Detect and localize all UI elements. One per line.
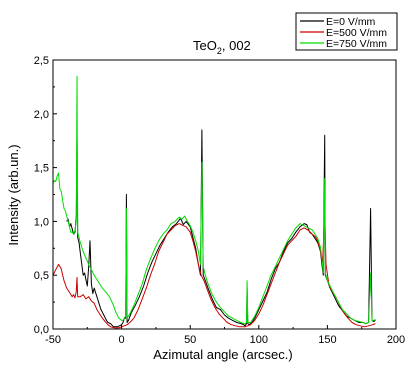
y-tick-label: 0,0 [34,324,49,336]
y-tick-label: 0,5 [34,270,49,282]
series-line-1 [52,212,376,329]
y-tick-label: 1,5 [34,163,49,175]
x-tick-label: 50 [184,334,196,346]
x-tick-label: 0 [119,334,125,346]
chart-title-subscript: 2 [217,46,222,56]
series-line-0 [66,129,376,328]
legend-label-2: E=750 V/mm [326,38,387,50]
x-tick-label: 100 [250,334,268,346]
legend-label-1: E=500 V/mm [326,27,387,39]
series-layer [52,75,376,329]
x-tick-label: -50 [45,334,61,346]
y-tick-label: 1,0 [34,216,49,228]
y-tick-label: 2,0 [34,109,49,121]
chart-title-prefix: TeO [193,38,217,53]
plot-frame [52,59,397,330]
series-line-2 [52,75,376,325]
chart-title-suffix: , 002 [222,38,251,53]
y-axis-label: Intensity (arb.un.) [6,144,21,245]
x-axis-label: Azimutal angle (arcsec.) [153,347,292,362]
legend-label-0: E=0 V/mm [326,16,376,28]
ticks-layer: -50 0 50 100 150 200 0,0 0,5 1,0 1,5 2,0 2,5 [34,55,405,346]
x-tick-label: 150 [318,334,336,346]
legend: E=0 V/mmE=500 V/mmE=750 V/mm [295,12,398,51]
chart-title: TeO2, 002 [193,38,251,56]
y-tick-label: 2,5 [34,55,49,67]
x-tick-label: 200 [387,334,405,346]
